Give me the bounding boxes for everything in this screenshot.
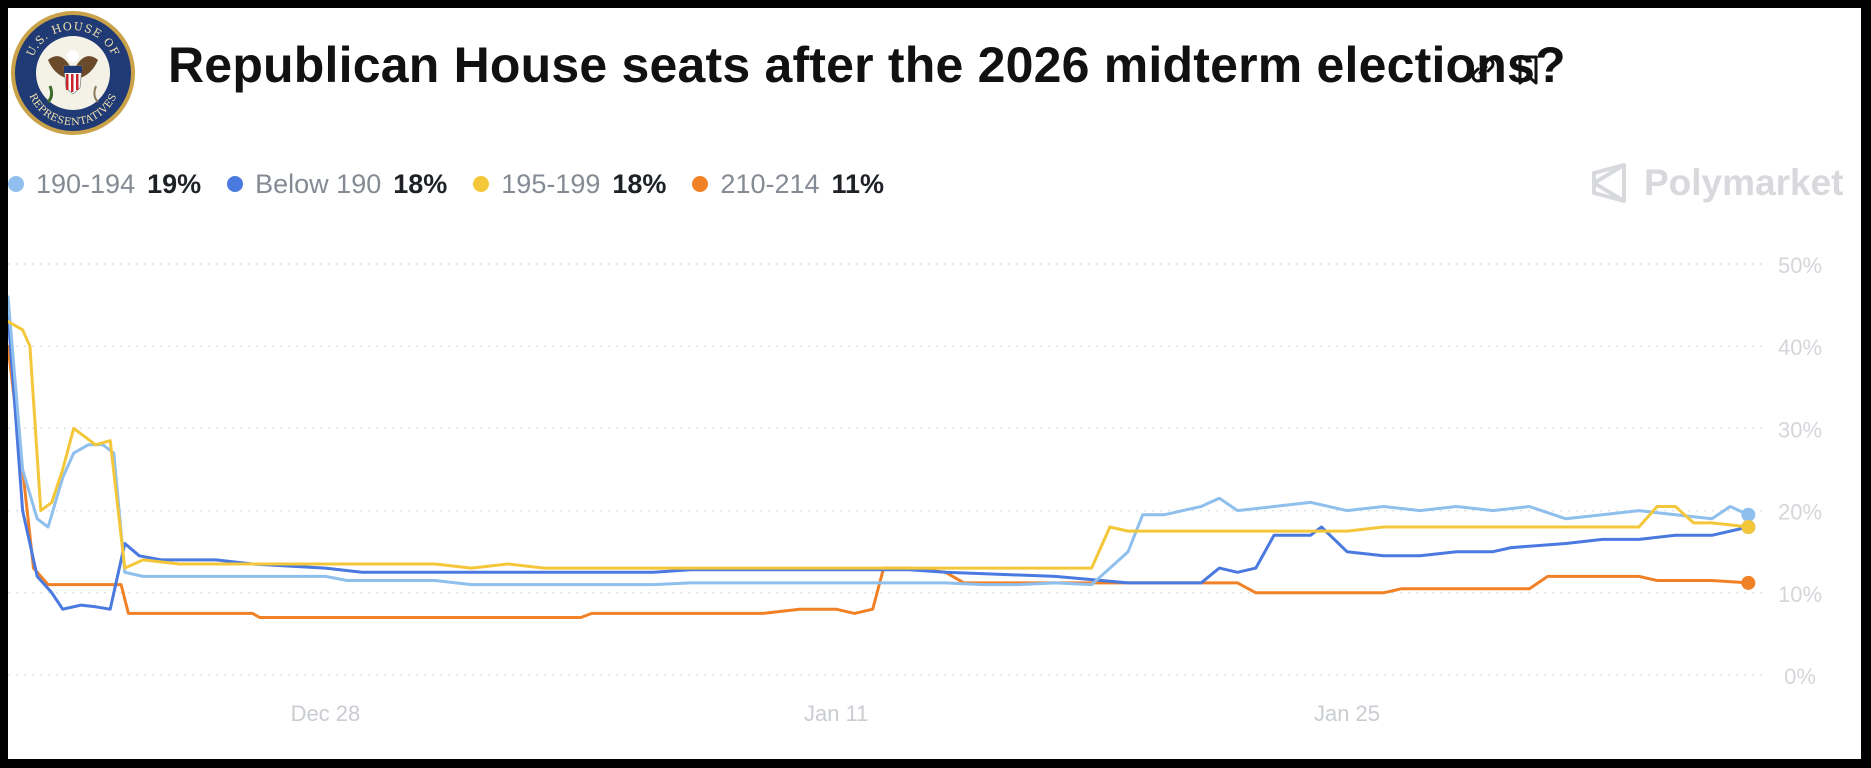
legend-label: 190-194 [36,168,136,199]
legend-value: 11% [831,168,885,199]
legend-item-below-190[interactable]: Below 190 18% [227,169,447,200]
y-tick-label: 50% [1778,253,1822,278]
polymarket-brand: Polymarket [1590,158,1844,208]
legend-dot [692,176,709,192]
y-tick-label: 20% [1778,500,1822,525]
series-endpoint-210-214 [1741,575,1756,590]
legend-item-190-194[interactable]: 190-194 19% [8,169,201,200]
y-tick-label: 10% [1778,582,1822,607]
y-tick-label: 0% [1784,664,1816,689]
legend-label: 210-214 [720,168,820,199]
page-frame: U.S. HOUSE OF REPRESENTATIVES Republican… [8,8,1861,759]
y-tick-label: 40% [1778,335,1822,360]
series-line-195-199 [8,320,1750,570]
chart-legend: 190-194 19% Below 190 18% 195-199 18% 21… [8,164,884,204]
house-of-representatives-seal-icon: U.S. HOUSE OF REPRESENTATIVES [11,11,135,135]
page-title: Republican House seats after the 2026 mi… [168,37,1566,93]
bookmark-icon [1518,55,1538,85]
bookmark-button[interactable] [1508,50,1548,90]
series-line-190-194 [8,295,1750,587]
series-line-below-190 [8,311,1750,611]
legend-dot [473,176,490,192]
x-tick-label: Jan 25 [1314,701,1380,726]
link-icon [1471,57,1495,83]
series-line-210-214 [8,344,1750,619]
x-tick-label: Jan 11 [804,701,868,726]
copy-link-button[interactable] [1463,50,1503,90]
x-tick-label: Dec 28 [291,701,361,726]
legend-label: Below 190 [255,168,382,199]
y-tick-label: 30% [1778,417,1822,442]
legend-dot [227,176,244,192]
legend-value: 19% [147,168,202,199]
legend-value: 18% [612,168,667,199]
legend-value: 18% [393,168,448,199]
legend-dot [8,176,24,192]
legend-label: 195-199 [501,168,601,199]
polymarket-logo-icon [1592,163,1626,203]
brand-name: Polymarket [1644,162,1844,203]
line-chart: 0% 10% 20% 30% 40% 50% Dec 28 Jan 11 Jan 25 [8,253,1822,726]
legend-item-195-199[interactable]: 195-199 18% [473,169,666,200]
series-endpoint-190-194 [1741,507,1756,522]
legend-item-210-214[interactable]: 210-214 11% [692,169,884,200]
series-endpoint-195-199 [1741,520,1756,535]
